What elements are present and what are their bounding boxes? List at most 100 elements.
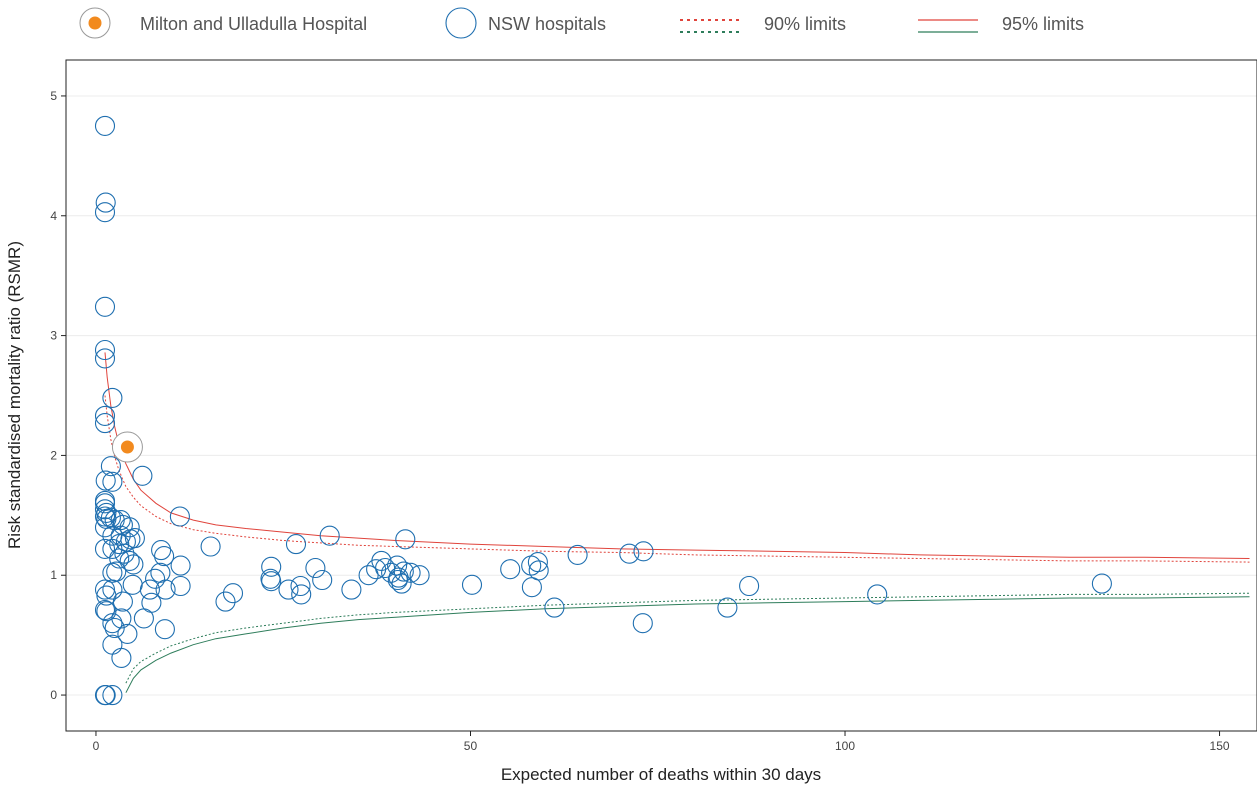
hospital-point [391, 573, 412, 594]
grid [66, 95, 1257, 696]
hospital-point [521, 577, 542, 598]
control-limits [104, 352, 1250, 693]
y-tick-label: 0 [50, 688, 57, 702]
x-axis-ticks: 0 50 100 150 [93, 731, 1230, 753]
hospital-point [102, 685, 123, 706]
hospital-point [94, 517, 116, 538]
lower-90-limit-line [125, 592, 1250, 684]
hospital-point [139, 579, 160, 600]
hospital-point [102, 634, 123, 655]
hospital-point [94, 538, 116, 559]
hospital-point [102, 579, 123, 600]
lower-95-limit-line [125, 596, 1250, 693]
hospital-point [528, 560, 549, 581]
hospital-point [106, 561, 127, 582]
hospital-point [94, 506, 116, 527]
hospital-point [154, 619, 175, 640]
hospital-point [395, 529, 416, 550]
highlighted-hospital [111, 431, 143, 463]
hospital-point [387, 569, 408, 591]
hospital-point [100, 507, 121, 528]
x-tick-label: 100 [835, 739, 855, 753]
hospital-point [95, 470, 116, 491]
x-tick-label: 0 [93, 739, 100, 753]
hospital-point [341, 579, 362, 600]
y-tick-label: 1 [50, 568, 57, 582]
hospital-point [145, 568, 166, 589]
hospital-point [215, 591, 236, 612]
hospital-point [319, 525, 340, 546]
hospital-point [285, 534, 307, 555]
hospital-point [94, 599, 116, 621]
hospital-point [109, 534, 130, 555]
y-tick-label: 3 [50, 329, 57, 343]
plot-frame [65, 59, 1257, 732]
y-axis-title: Risk standardised mortality ratio (RSMR) [5, 241, 24, 549]
hospital-point [409, 565, 430, 586]
hospital-point [717, 597, 738, 618]
hospital-point [1091, 573, 1112, 594]
hospital-point [151, 540, 172, 561]
hospital-point [111, 647, 132, 668]
hospital-point [222, 583, 244, 604]
hospital-point [123, 554, 144, 575]
hospital-point [544, 597, 565, 618]
hospital-point [95, 192, 116, 213]
highlight-point [120, 440, 134, 454]
hospital-point [94, 296, 116, 317]
hospital-point [94, 579, 116, 600]
hospital-point [117, 623, 138, 644]
hospital-point [312, 569, 333, 591]
hospital-point [290, 575, 311, 597]
hospital-point [521, 555, 542, 576]
hospital-point [632, 613, 653, 634]
hospital-point [94, 202, 116, 223]
hospital-point [94, 348, 116, 369]
hospital-point [95, 685, 116, 706]
hospital-point [112, 591, 133, 612]
hospital-point [119, 550, 140, 571]
hospital-point [366, 559, 387, 580]
hospital-point [94, 405, 116, 426]
hospital-point [132, 465, 153, 486]
hospital-point [100, 456, 121, 477]
hospital-point [94, 115, 116, 136]
hospital-point [305, 557, 326, 579]
hospital-point [619, 543, 640, 564]
hospital-point [122, 574, 143, 595]
upper-90-limit-line [104, 395, 1250, 563]
hospital-point [170, 575, 191, 597]
hospital-point [739, 575, 760, 597]
hospital-points [94, 115, 1112, 706]
hospital-point [200, 536, 221, 557]
hospital-point [154, 546, 175, 567]
legend-highlight-dot [88, 16, 102, 30]
hospital-point [109, 548, 130, 569]
hospital-point [133, 608, 154, 629]
legend-95-label: 95% limits [1002, 14, 1084, 34]
y-tick-label: 2 [50, 448, 57, 462]
hospital-point [124, 528, 145, 549]
hospital-point [633, 541, 654, 562]
y-axis-ticks: 0 1 2 3 4 5 [50, 89, 66, 702]
hospital-point [94, 339, 116, 361]
hospital-point [102, 387, 123, 408]
hospital-point [170, 555, 191, 576]
legend-90-label: 90% limits [764, 14, 846, 34]
y-tick-label: 5 [50, 89, 57, 103]
legend-hospitals-label: NSW hospitals [488, 14, 606, 34]
hospital-point [527, 552, 548, 573]
hospital-point [500, 559, 521, 580]
hospital-point [102, 562, 123, 583]
hospital-point [169, 506, 190, 527]
hospital-point [461, 574, 483, 595]
hospital-point [94, 413, 116, 434]
legend-highlight-label: Milton and Ulladulla Hospital [140, 14, 367, 34]
y-tick-label: 4 [50, 209, 57, 223]
x-tick-label: 150 [1210, 739, 1230, 753]
hospital-point [867, 584, 888, 605]
hospital-point [278, 579, 299, 600]
hospital-point [261, 556, 282, 577]
hospital-point [96, 502, 117, 523]
